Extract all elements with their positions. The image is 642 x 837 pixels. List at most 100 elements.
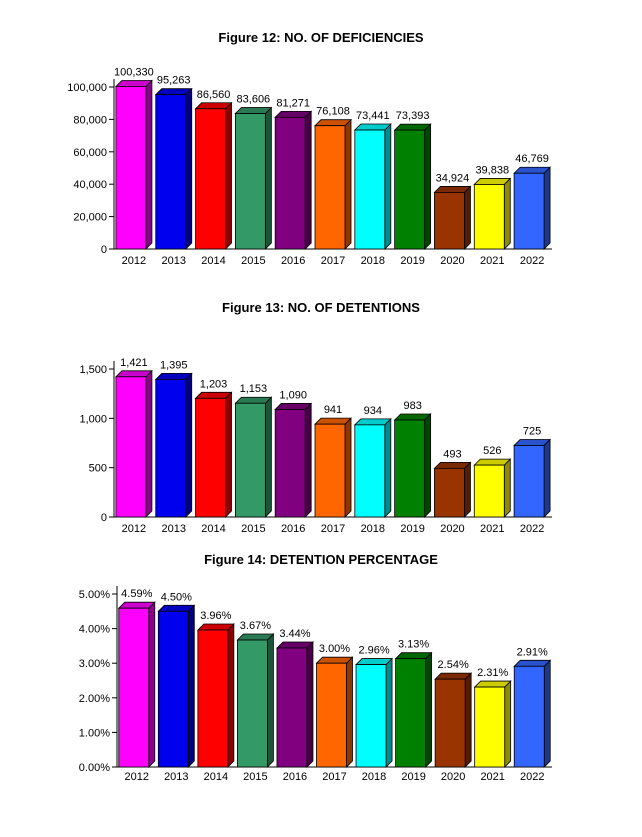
bar-side-face [148,601,156,768]
bar-side-face [464,461,471,518]
data-label: 3.96% [200,610,231,622]
y-tick-label: 500 [89,463,107,475]
x-tick-label: 2015 [241,523,265,535]
bar-top-face [473,458,512,466]
bar-side-face [503,177,511,250]
bar-front-face [237,639,268,768]
x-tick-label: 2021 [480,255,504,267]
bar-side-face [344,118,352,250]
data-label: 983 [403,400,421,412]
bar-2020 [433,461,472,518]
bar-front-face [434,678,466,768]
bar-2022 [513,659,552,768]
bar-2021 [473,680,512,768]
bar-front-face [274,116,306,250]
bar-top-face [433,186,472,193]
bar-2020 [433,185,472,250]
y-tick-label: 1,000 [79,413,107,425]
data-label: 1,203 [200,378,228,390]
x-tick-label: 2017 [322,771,346,783]
bar-side-face [346,656,353,768]
bar-side-face [385,657,393,768]
data-label: 1,090 [279,389,307,401]
data-label: 34,924 [436,172,470,184]
bar-side-face [225,101,232,250]
bar-2018 [353,417,392,518]
data-label: 46,769 [515,153,549,165]
data-label: 493 [443,448,461,460]
bar-top-face [274,403,313,410]
detentions-chart: 0 500 1,000 1,500 1,421 2012 1,395 2013 1,203 201… [79,357,552,535]
x-tick-label: 2018 [361,523,385,535]
bar-side-face [267,633,274,768]
bar-front-face [473,184,505,250]
bar-2018 [353,123,392,250]
bar-2014 [194,391,233,518]
bar-top-face [234,107,273,114]
bar-top-face [194,102,233,110]
chart-title-detention-percentage: Figure 14: DETENTION PERCENTAGE [204,552,438,567]
bar-front-face [434,192,465,250]
data-label: 73,441 [356,110,390,122]
bar-top-face [393,123,432,131]
data-label: 4.59% [121,588,152,600]
bar-side-face [424,413,432,518]
bar-2016 [274,110,313,250]
chart-title-deficiencies: Figure 12: NO. OF DEFICIENCIES [218,30,424,45]
data-label: 73,393 [396,110,430,122]
bar-top-face [513,166,552,174]
bar-side-face [145,79,153,250]
y-tick-label: 20,000 [73,212,107,224]
data-label: 1,153 [240,383,268,395]
data-label: 934 [364,405,382,417]
bar-top-face [355,658,394,665]
bar-side-face [264,396,272,518]
bar-2020 [434,672,473,768]
bar-top-face [434,672,473,680]
x-tick-label: 2021 [480,523,504,535]
bar-side-face [304,110,312,250]
data-label: 95,263 [157,75,191,87]
bar-2012 [117,601,156,768]
bar-front-face [354,424,386,518]
bar-top-face [234,396,273,404]
x-tick-label: 2012 [122,255,146,267]
bar-top-face [314,119,352,127]
y-tick-label: 1,500 [79,364,107,376]
bar-side-face [425,651,432,768]
bar-front-face [195,108,226,250]
x-tick-label: 2020 [441,771,465,783]
bar-2013 [154,87,193,250]
bar-top-face [394,652,433,660]
y-tick-label: 4.00% [79,624,110,636]
bar-front-face [234,113,266,250]
bar-side-face [187,604,195,768]
x-tick-label: 2020 [440,255,464,267]
bar-2021 [473,458,512,518]
x-tick-label: 2019 [401,771,425,783]
bar-top-face [194,391,233,399]
bar-side-face [227,623,235,768]
bar-front-face [394,129,426,250]
y-tick-label: 60,000 [73,147,107,159]
bar-front-face [513,172,545,250]
bar-2017 [314,417,352,518]
bar-top-face [314,417,352,425]
bar-front-face [355,664,387,768]
bar-top-face [393,413,432,421]
data-label: 3.67% [240,620,271,632]
x-tick-label: 2016 [283,771,307,783]
bar-top-face [353,123,392,131]
bar-side-face [264,106,272,250]
y-tick-label: 40,000 [73,179,107,191]
data-label: 4.50% [161,591,192,603]
bar-front-face [115,376,147,518]
bar-top-face [196,623,235,631]
bar-2017 [314,118,352,250]
bar-2014 [196,623,235,768]
bar-front-face [195,397,226,518]
bar-top-face [117,601,156,609]
x-tick-label: 2022 [520,771,544,783]
data-label: 3.13% [398,639,429,651]
bar-top-face [473,680,512,688]
